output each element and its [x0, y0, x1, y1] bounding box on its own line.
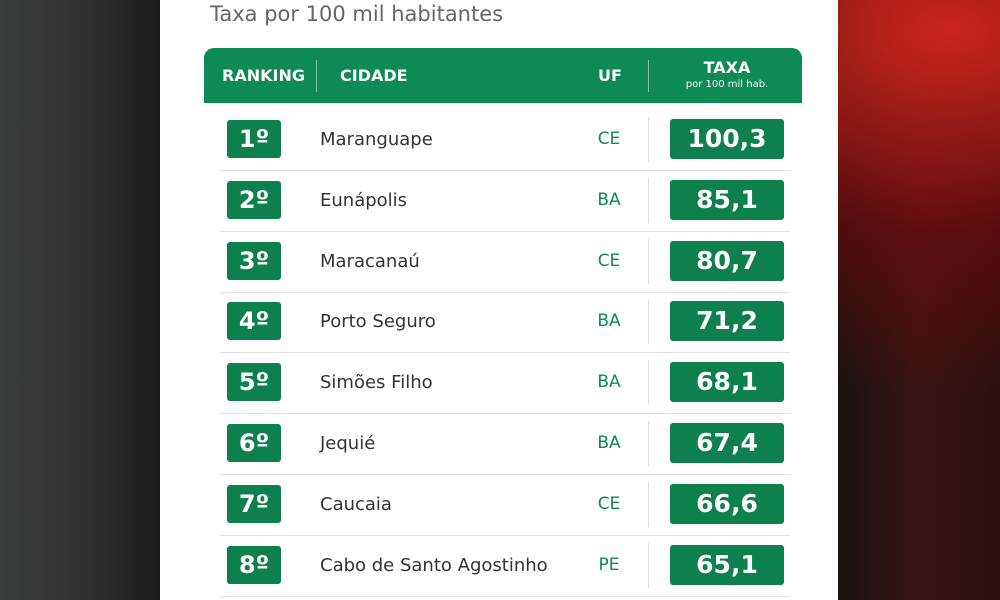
header-separator: [648, 60, 649, 92]
state: CE: [597, 493, 621, 514]
table-row: 5º Simões Filho BA 68,1: [220, 352, 790, 415]
header-separator: [316, 60, 317, 92]
table-row: 1º Maranguape CE 100,3: [220, 109, 790, 171]
header-uf: UF: [598, 66, 622, 85]
column-separator: [648, 542, 649, 588]
rate-badge: 66,6: [670, 483, 784, 524]
state: BA: [597, 189, 621, 210]
column-separator: [648, 481, 649, 527]
ranking-badge: 5º: [227, 363, 281, 402]
rate-badge: 100,3: [670, 119, 784, 159]
ranking-badge: 1º: [227, 120, 281, 158]
table-row: 3º Maracanaú CE 80,7: [220, 231, 790, 293]
column-separator: [648, 177, 649, 223]
city-name: Maracanaú: [320, 250, 420, 272]
rate-badge: 85,1: [670, 179, 784, 220]
ranking-badge: 2º: [227, 180, 281, 219]
city-name: Cabo de Santo Agostinho: [320, 554, 548, 576]
table-row: 2º Eunápolis BA 85,1: [220, 170, 790, 232]
city-name: Caucaia: [320, 493, 392, 515]
city-name: Eunápolis: [320, 189, 408, 211]
ranking-badge: 6º: [227, 424, 281, 462]
table-header: RANKING CIDADE UF TAXA por 100 mil hab.: [204, 48, 802, 103]
column-separator: [648, 238, 649, 284]
header-cidade: CIDADE: [340, 66, 408, 85]
header-taxa-unit: por 100 mil hab.: [685, 79, 769, 90]
state: PE: [598, 554, 620, 575]
ranking-badge: 3º: [227, 241, 281, 280]
ranking-badge: 8º: [227, 545, 281, 584]
ranking-badge: 7º: [227, 484, 281, 523]
table-row: 6º Jequié BA 67,4: [220, 413, 790, 475]
column-separator: [648, 117, 649, 162]
ranking-badge: 4º: [227, 302, 281, 341]
rate-badge: 71,2: [670, 301, 784, 342]
rate-badge: 67,4: [670, 423, 784, 463]
table-row: 8º Cabo de Santo Agostinho PE 65,1: [220, 535, 790, 597]
column-separator: [648, 421, 649, 466]
header-ranking: RANKING: [222, 66, 305, 85]
column-separator: [648, 299, 649, 345]
city-name: Jequié: [320, 433, 376, 454]
subtitle: Taxa por 100 mil habitantes: [210, 2, 504, 26]
city-name: Maranguape: [320, 129, 433, 150]
state: CE: [597, 129, 621, 149]
rate-badge: 80,7: [670, 240, 784, 281]
header-taxa: TAXA: [703, 58, 751, 77]
state: CE: [597, 250, 621, 271]
rate-badge: 68,1: [670, 362, 784, 403]
city-name: Simões Filho: [320, 372, 433, 394]
column-separator: [648, 360, 649, 406]
table-row: 7º Caucaia CE 66,6: [220, 474, 790, 536]
rate-badge: 65,1: [670, 544, 784, 585]
state: BA: [597, 311, 621, 332]
state: BA: [597, 372, 621, 393]
city-name: Porto Seguro: [320, 311, 436, 333]
table-row: 4º Porto Seguro BA 71,2: [220, 291, 790, 354]
state: BA: [597, 433, 621, 453]
